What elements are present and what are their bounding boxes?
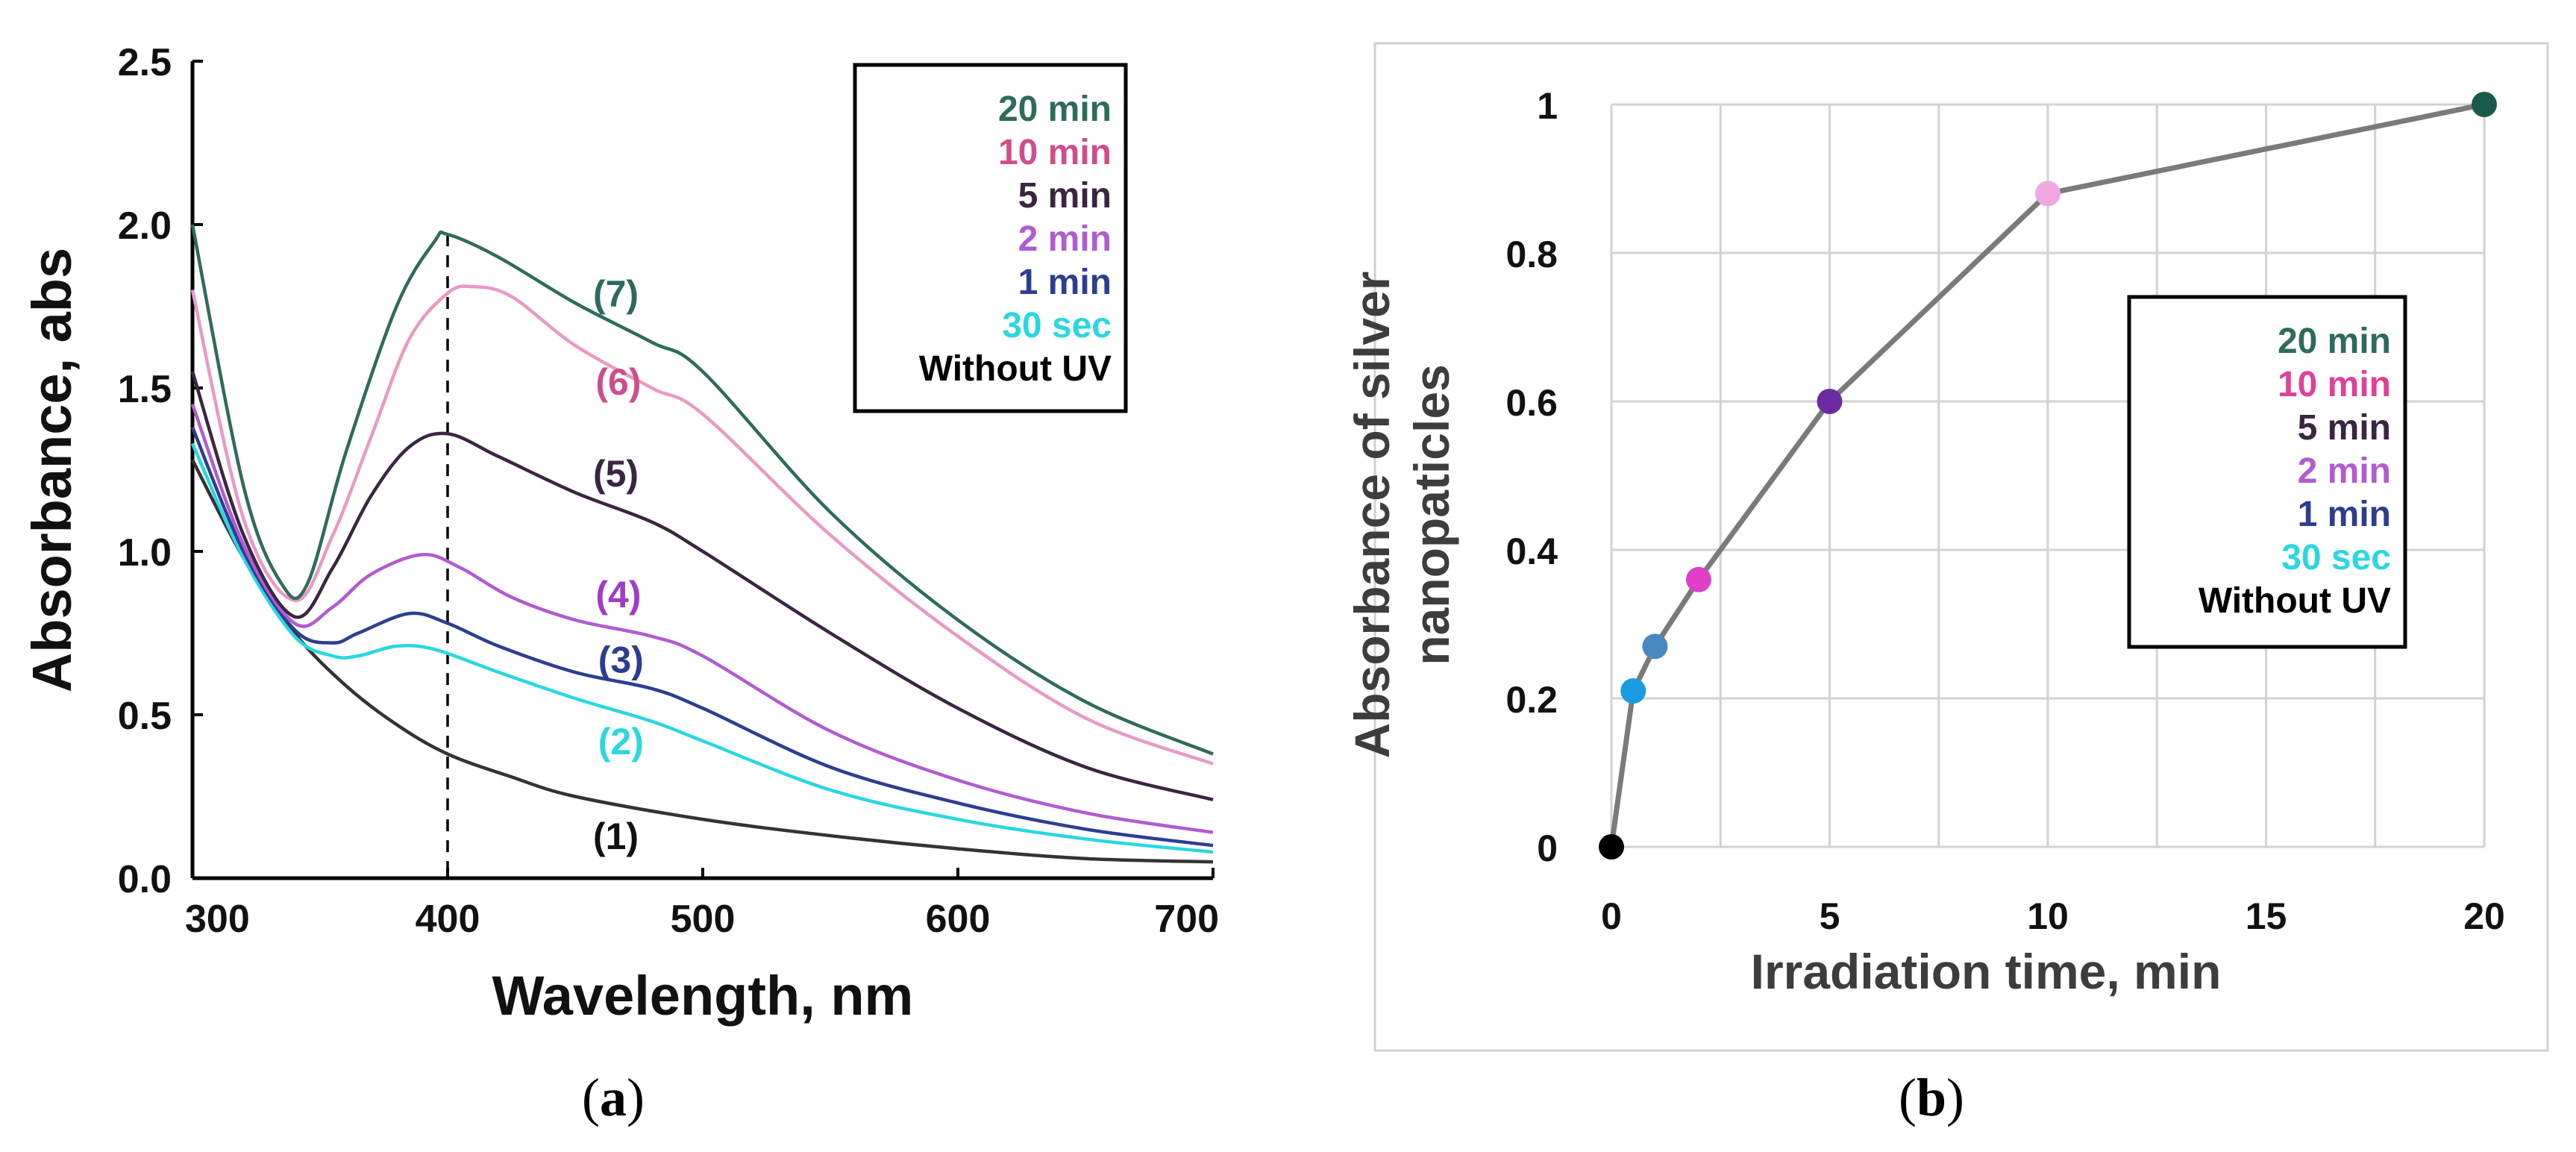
panel-b-legend-entry: 2 min bbox=[2298, 451, 2391, 491]
panel-b-caption-letter: b bbox=[1916, 1068, 1947, 1127]
panel-a-y-axis-label: Absorbance, abs bbox=[21, 248, 83, 692]
panel-b-x-axis-label: Irradiation time, min bbox=[1751, 944, 2222, 999]
panel-a-series-line bbox=[190, 224, 1214, 756]
panel-a-series-tag: (3) bbox=[598, 639, 644, 681]
panel-a-series-line bbox=[190, 371, 1214, 802]
panel-a-y-tick-label: 1.0 bbox=[118, 531, 172, 575]
panel-a-series-line bbox=[191, 459, 1214, 864]
panel-a-legend-entry: 20 min bbox=[998, 90, 1112, 129]
panel-b-legend-entry: 1 min bbox=[2298, 495, 2391, 534]
panel-a-series-tag: (7) bbox=[593, 273, 639, 315]
panel-b-data-point bbox=[2472, 92, 2497, 117]
panel-a-chart: 0.0 0.5 1.0 1.5 2.0 2.5 300 400 500 600 700 (1) (2… bbox=[21, 41, 1219, 1027]
panel-b-y-tick-label: 0.2 bbox=[1505, 679, 1558, 721]
panel-a-x-tick-label: 700 bbox=[1154, 898, 1219, 941]
panel-a-caption-letter: a bbox=[599, 1068, 627, 1127]
panel-a-y-tick-label: 1.5 bbox=[118, 368, 172, 411]
panel-a-series-tag: (4) bbox=[595, 574, 641, 616]
panel-a-x-tick-label: 300 bbox=[185, 898, 250, 941]
panel-b-x-tick-label: 15 bbox=[2246, 895, 2287, 937]
panel-b-y-axis-label-line1: Absorbance of silver bbox=[1344, 272, 1400, 759]
panel-a-y-tick-label: 2.5 bbox=[118, 41, 172, 84]
panel-b-x-tick-label: 20 bbox=[2463, 895, 2505, 937]
panel-a-legend-entry: 2 min bbox=[1018, 219, 1112, 259]
panel-a-x-tick-label: 400 bbox=[416, 898, 480, 941]
panel-b-data-point bbox=[1686, 566, 1711, 592]
panel-a-legend-entry: Without UV bbox=[919, 349, 1112, 389]
panel-b-legend-entry: 30 sec bbox=[2281, 538, 2391, 577]
panel-b-data-point bbox=[1620, 678, 1646, 704]
panel-b-chart: 0 0.2 0.4 0.6 0.8 1 0 5 10 15 20 Irradiation time… bbox=[1344, 42, 2549, 1052]
panel-b-legend-entry: 5 min bbox=[2298, 408, 2391, 448]
panel-b-legend-entry: 10 min bbox=[2278, 365, 2391, 404]
panel-b-x-tick-label: 10 bbox=[2027, 895, 2069, 937]
panel-a-caption: (a) bbox=[582, 1068, 645, 1127]
panel-a-series-tag: (6) bbox=[595, 361, 641, 403]
panel-a-series-line bbox=[190, 426, 1214, 848]
panel-b-legend-box bbox=[2127, 295, 2407, 649]
panel-b-data-point bbox=[2035, 181, 2061, 207]
panel-a-x-tick-label: 600 bbox=[926, 898, 991, 941]
panel-a-legend-entry: 30 sec bbox=[1002, 306, 1112, 345]
panel-b-y-axis-label-line2: nanopaticles bbox=[1404, 364, 1459, 665]
panel-b-data-point bbox=[1817, 389, 1843, 414]
panel-a-legend-entry: 1 min bbox=[1018, 263, 1112, 302]
panel-b-data-point bbox=[1642, 633, 1668, 660]
panel-a-series-tag: (1) bbox=[593, 816, 639, 857]
panel-b-caption: (b) bbox=[1899, 1068, 1965, 1127]
panel-b-y-tick-label: 1 bbox=[1537, 85, 1558, 127]
panel-a-series-line bbox=[190, 284, 1214, 766]
panel-a-series-line bbox=[190, 404, 1214, 834]
panel-a-legend-entry: 10 min bbox=[998, 133, 1112, 172]
panel-a-series-tag: (5) bbox=[593, 453, 639, 495]
panel-b-x-tick-label: 0 bbox=[1601, 895, 1622, 937]
panel-a-series-tag: (2) bbox=[598, 721, 644, 763]
panel-a-x-tick-label: 500 bbox=[671, 898, 736, 941]
panel-b-y-tick-label: 0.8 bbox=[1505, 234, 1558, 275]
panel-b-y-tick-label: 0 bbox=[1537, 827, 1558, 869]
panel-a-legend-box bbox=[853, 63, 1128, 413]
panel-a-x-axis-label: Wavelength, nm bbox=[492, 965, 914, 1027]
panel-a-y-tick-label: 0.5 bbox=[118, 695, 172, 738]
panel-a-y-tick-label: 2.0 bbox=[118, 204, 172, 248]
panel-b-legend-entry: 20 min bbox=[2278, 322, 2391, 361]
panel-b-x-tick-label: 5 bbox=[1820, 895, 1840, 937]
panel-a-legend-entry: 5 min bbox=[1018, 176, 1112, 216]
panel-b-y-tick-label: 0.6 bbox=[1505, 382, 1558, 424]
panel-a-y-tick-label: 0.0 bbox=[118, 858, 172, 901]
panel-b-legend-entry: Without UV bbox=[2199, 581, 2391, 621]
panel-a-series-line bbox=[190, 442, 1214, 854]
panel-b-data-point bbox=[1599, 834, 1624, 860]
panel-b-y-tick-label: 0.4 bbox=[1505, 530, 1558, 572]
